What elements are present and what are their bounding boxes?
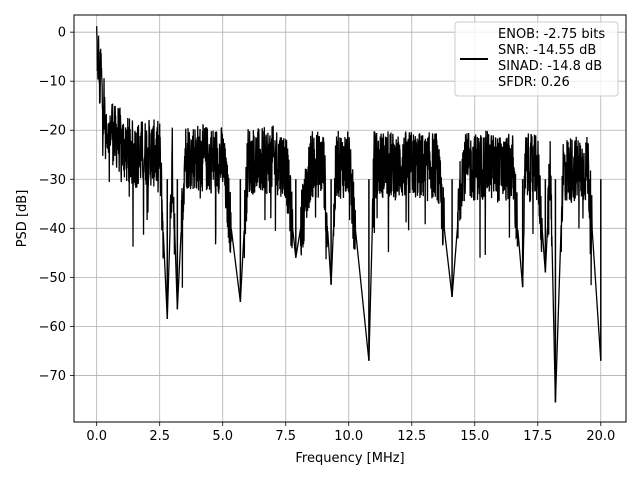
legend-entry-line: SFDR: 0.26 (498, 75, 570, 90)
x-tick-label: 7.5 (275, 429, 296, 444)
legend-box (454, 21, 619, 97)
x-tick-label: 20.0 (586, 429, 615, 444)
x-tick-label: 12.5 (397, 429, 426, 444)
x-tick-label: 2.5 (149, 429, 170, 444)
legend-entry-line: SINAD: -14.8 dB (498, 59, 602, 74)
x-tick-label: 17.5 (523, 429, 552, 444)
plot-area (96, 26, 602, 403)
x-axis-ticks: 0.0 2.5 5.0 7.5 10.0 12.5 15.0 17.5 20.0 (86, 422, 615, 444)
x-tick-label: 5.0 (212, 429, 233, 444)
y-tick-label: −10 (39, 75, 66, 90)
y-tick-label: −60 (39, 320, 66, 335)
legend: ENOB: -2.75 bits SNR: -14.55 dB SINAD: -… (454, 21, 619, 97)
y-tick-label: −20 (39, 124, 66, 139)
x-tick-label: 0.0 (86, 429, 107, 444)
x-tick-label: 15.0 (460, 429, 489, 444)
y-tick-label: −30 (39, 173, 66, 188)
axes-frame (73, 14, 627, 423)
y-tick-label: −40 (39, 222, 66, 237)
y-tick-label: −50 (39, 271, 66, 286)
legend-entry-line: SNR: -14.55 dB (498, 43, 596, 58)
y-axis-label: PSD [dB] (15, 190, 30, 248)
series-layer (96, 26, 602, 403)
y-tick-label: 0 (58, 26, 66, 41)
x-tick-label: 10.0 (334, 429, 363, 444)
x-axis-label: Frequency [MHz] (295, 451, 404, 466)
y-tick-label: −70 (39, 369, 66, 384)
psd-series-line (96, 26, 602, 403)
legend-entry-line: ENOB: -2.75 bits (498, 27, 605, 42)
y-axis-ticks: 0 −10 −20 −30 −40 −50 −60 −70 (39, 26, 74, 384)
